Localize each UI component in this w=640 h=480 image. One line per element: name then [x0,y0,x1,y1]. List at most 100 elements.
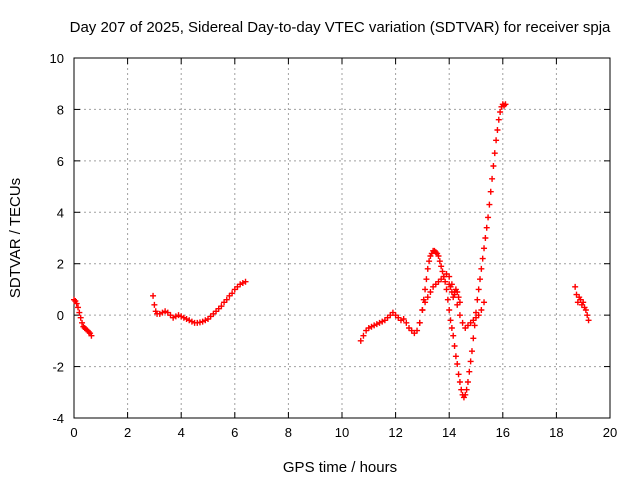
data-point [88,332,95,339]
x-tick-label: 2 [124,425,131,440]
data-point [483,224,490,231]
data-point [485,214,492,221]
x-tick-label: 12 [388,425,402,440]
data-point [423,276,430,283]
chart-grid [74,58,610,418]
data-point [426,258,433,265]
data-point [436,258,443,265]
data-point [502,101,509,108]
x-tick-label: 18 [549,425,563,440]
data-point [444,296,451,303]
data-point [474,296,481,303]
data-point [470,335,477,342]
data-point [150,292,157,299]
y-axis-label: SDTVAR / TECUs [7,178,24,298]
x-tick-label: 16 [496,425,510,440]
data-point [443,286,450,293]
data-point [487,188,494,195]
data-point [447,317,454,324]
data-point [424,294,431,301]
data-point [468,348,475,355]
data-point [77,314,84,321]
data-point [73,300,80,307]
data-point [450,332,457,339]
data-point [229,290,236,297]
data-point [459,319,466,326]
axis-ticks: 0 2 4 6 8 10 12 14 16 18 20 -4 -2 0 2 4 6 8 10 [50,51,618,440]
data-point [242,278,249,285]
data-point [442,278,449,285]
data-point [400,316,407,322]
data-point [422,299,429,306]
data-point [471,322,478,329]
data-point [481,245,488,252]
x-tick-label: 14 [442,425,456,440]
data-point [414,327,421,334]
data-point [493,137,500,144]
data-point [481,299,488,306]
y-tick-label: 0 [57,308,64,323]
data-point [456,379,463,385]
data-point [477,276,484,283]
data-point [490,163,497,169]
data-point [447,283,454,290]
data-point [464,379,471,385]
y-tick-label: -4 [52,411,64,426]
data-point [489,175,496,182]
data-point [456,312,463,319]
data-point [458,386,465,393]
data-point [357,337,364,344]
data-point [584,312,591,319]
data-point [223,296,230,303]
x-tick-label: 8 [285,425,292,440]
x-tick-label: 4 [178,425,185,440]
data-point [76,309,83,316]
data-point [79,319,86,326]
data-point [475,312,482,319]
data-point [475,286,482,293]
data-point [572,283,579,290]
data-point [403,319,410,326]
y-tick-label: -2 [52,360,64,375]
y-tick-label: 2 [57,257,64,272]
data-point [467,358,474,365]
data-point [218,303,225,310]
x-axis-label: GPS time / hours [283,459,397,476]
data-point [452,353,459,360]
data-point [478,265,485,272]
data-point [446,307,453,313]
data-point [427,289,434,295]
data-point [497,109,504,115]
data-point [151,301,158,308]
data-point [495,116,502,123]
data-point [491,150,498,157]
data-point [462,391,469,398]
x-tick-label: 0 [70,425,77,440]
y-tick-label: 6 [57,154,64,169]
y-tick-label: 10 [50,51,64,66]
data-point [580,299,587,306]
data-point [494,127,501,133]
data-point [419,307,426,313]
data-point [466,368,473,375]
data-point [448,325,455,331]
x-tick-label: 10 [335,425,349,440]
data-point [478,307,485,313]
data-point [451,343,458,349]
data-point [479,255,486,262]
data-point [416,319,423,326]
data-point [424,265,431,272]
x-tick-label: 20 [603,425,617,440]
data-point [75,304,82,311]
data-point [438,263,445,270]
data-point [482,235,489,241]
y-tick-label: 8 [57,102,64,117]
data-point [435,253,442,259]
data-point [446,273,453,280]
chart-title: Day 207 of 2025, Sidereal Day-to-day VTE… [70,19,611,36]
data-points [71,101,592,401]
data-point [454,289,461,295]
data-point [422,286,429,293]
data-point [360,332,367,339]
